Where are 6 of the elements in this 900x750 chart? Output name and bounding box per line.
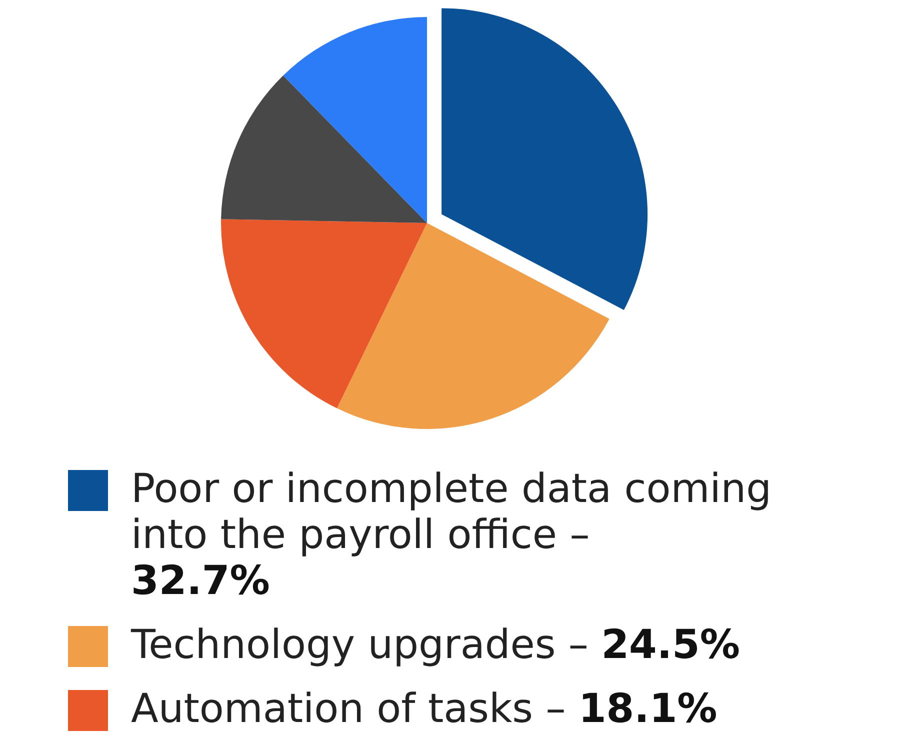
legend-label: Poor or incomplete data coming into the payroll office –	[131, 466, 772, 558]
legend-label: Automation of tasks –	[131, 686, 566, 732]
data-label: 32.7%	[131, 558, 270, 604]
legend-label: Technology upgrades –	[130, 622, 588, 668]
data-label: 18.1%	[578, 686, 718, 732]
data-label: 24.5%	[601, 622, 740, 668]
